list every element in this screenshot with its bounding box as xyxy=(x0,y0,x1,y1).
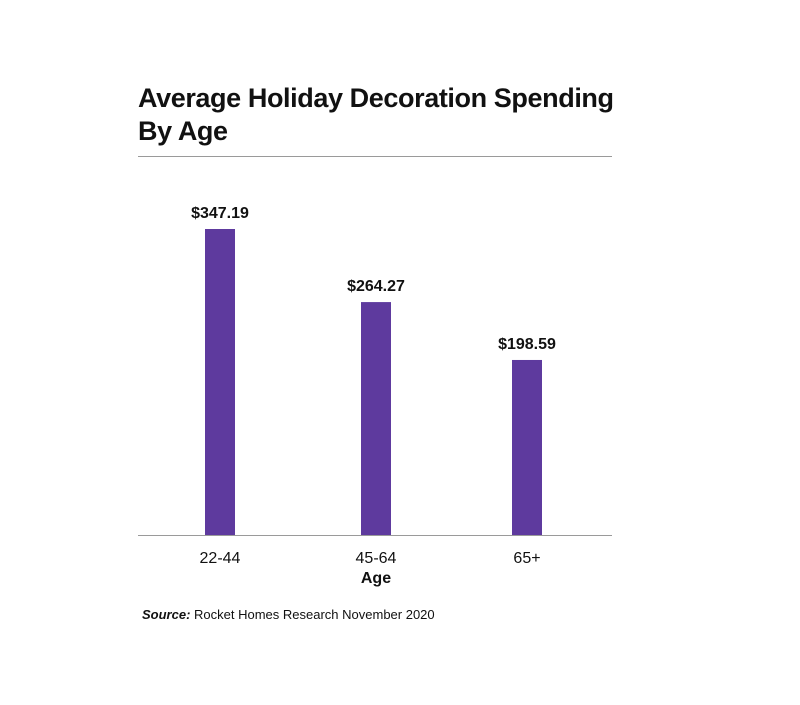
title-divider xyxy=(138,156,612,157)
bar-65+ xyxy=(512,359,542,535)
bar-22-44 xyxy=(205,229,235,535)
bar-45-64 xyxy=(361,302,391,535)
bars-group: $347.19 22-44 $264.27 45-64 $198.59 65+ xyxy=(191,205,556,567)
chart-title: Average Holiday Decoration Spending By A… xyxy=(138,82,628,148)
data-label-65+: $198.59 xyxy=(498,336,556,353)
source-text: Rocket Homes Research November 2020 xyxy=(194,607,435,622)
x-axis-title: Age xyxy=(361,570,391,587)
chart-title-line-1: Average Holiday Decoration Spending xyxy=(138,83,614,113)
x-tick-label-22-44: 22-44 xyxy=(200,550,241,567)
source-note: Source: Rocket Homes Research November 2… xyxy=(142,607,435,622)
chart-title-line-2: By Age xyxy=(138,116,228,146)
x-tick-label-45-64: 45-64 xyxy=(356,550,397,567)
source-label: Source: xyxy=(142,607,191,622)
x-tick-label-65+: 65+ xyxy=(513,550,540,567)
data-label-22-44: $347.19 xyxy=(191,205,249,222)
data-label-45-64: $264.27 xyxy=(347,278,405,295)
